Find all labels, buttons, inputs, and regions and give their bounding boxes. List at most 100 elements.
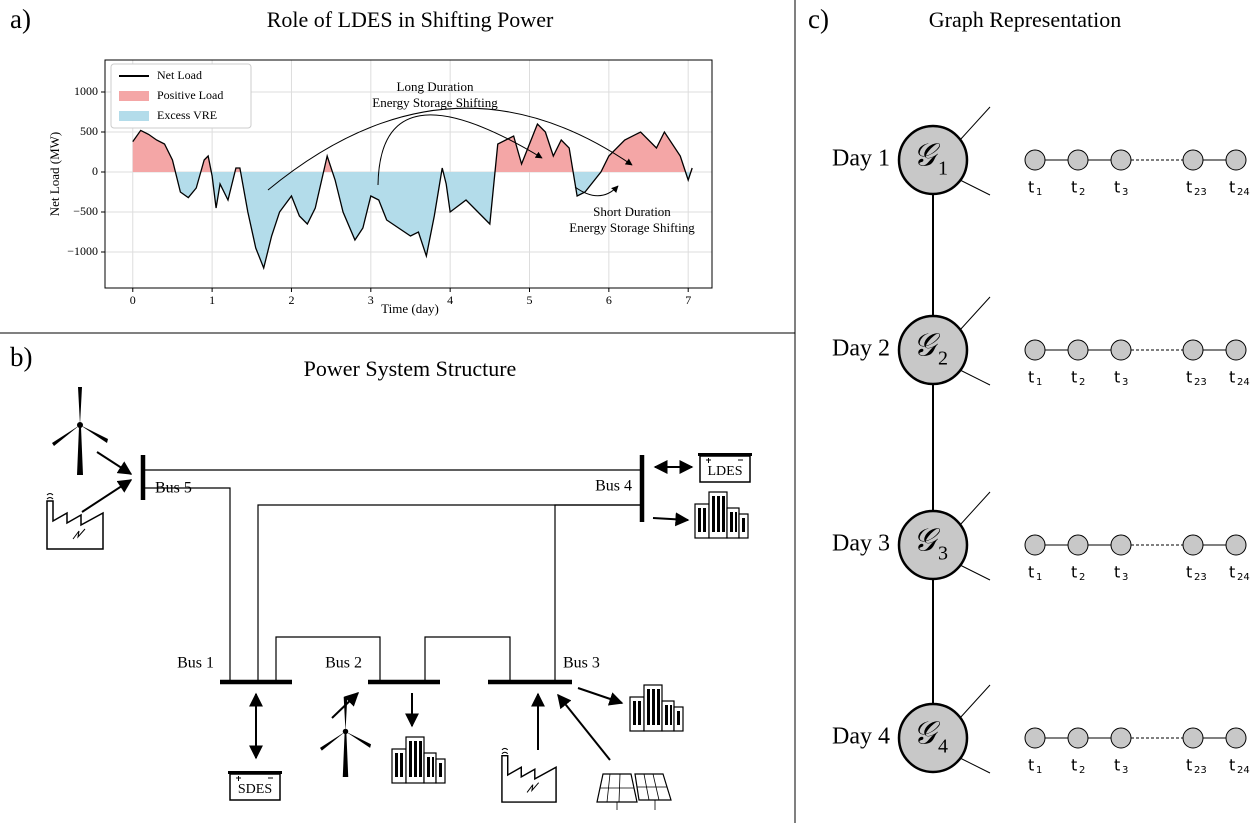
time-node [1024, 339, 1046, 361]
network [143, 469, 642, 682]
graph-sub: 1 [938, 158, 948, 180]
time-label: t [1028, 368, 1034, 387]
time-label: t [1028, 756, 1034, 775]
time-sub: 2 [1079, 765, 1085, 776]
time-label: t [1114, 178, 1120, 197]
x-tick-label: 2 [288, 293, 294, 307]
day-label: Day 1 [832, 146, 890, 172]
annotation-arrows [267, 107, 633, 197]
time-node [1110, 149, 1132, 171]
time-sub: 1 [1036, 572, 1042, 583]
time-node [1024, 534, 1046, 556]
time-node [1225, 727, 1247, 749]
y-tick-label: 500 [80, 124, 98, 138]
y-tick-label: 0 [92, 164, 98, 178]
edge [959, 684, 991, 719]
edge [959, 369, 991, 386]
time-label: t [1229, 368, 1235, 387]
annotation: Long Duration [397, 79, 474, 94]
x-tick-label: 6 [606, 293, 612, 307]
edge [959, 106, 991, 141]
time-node [1182, 339, 1204, 361]
bus-label: Bus 2 [325, 655, 362, 672]
time-label: t [1186, 756, 1192, 775]
time-label: t [1114, 756, 1120, 775]
x-tick-label: 7 [685, 293, 691, 307]
time-node [1225, 534, 1247, 556]
time-node [1225, 339, 1247, 361]
plot-frame [104, 59, 713, 289]
panel-label: c) [808, 4, 829, 34]
time-node [1067, 339, 1089, 361]
panel-label: b) [10, 342, 33, 372]
arrow [267, 107, 633, 191]
time-node [1182, 534, 1204, 556]
x-tick-label: 0 [130, 293, 136, 307]
x-tick-label: 1 [209, 293, 215, 307]
edge [959, 491, 991, 526]
area-fill [132, 124, 693, 172]
annotation: Short Duration [593, 204, 671, 219]
time-node [1067, 534, 1089, 556]
time-sub: 23 [1194, 187, 1207, 198]
time-sub: 3 [1122, 765, 1128, 776]
day-label: Day 2 [832, 336, 890, 362]
time-sub: 2 [1079, 377, 1085, 388]
x-axis-label: Time (day) [381, 301, 439, 316]
time-label: t [1186, 368, 1192, 387]
time-label: t [1229, 178, 1235, 197]
diagram-title: Graph Representation [929, 7, 1121, 32]
time-label: t [1028, 563, 1034, 582]
graph-sub: 4 [938, 736, 948, 758]
edge [959, 296, 991, 331]
bus-label: Bus 3 [563, 655, 600, 672]
time-label: t [1229, 756, 1235, 775]
y-tick-label: −1000 [67, 244, 98, 258]
time-node [1182, 149, 1204, 171]
time-node [1024, 149, 1046, 171]
buses [140, 455, 645, 685]
time-label: t [1229, 563, 1235, 582]
line [132, 122, 693, 271]
day-node [897, 702, 969, 774]
arrow [574, 185, 619, 197]
bus-label: Bus 5 [155, 480, 192, 497]
legend-label: Positive Load [157, 88, 223, 102]
edge [959, 564, 991, 581]
time-sub: 24 [1237, 765, 1250, 776]
flow-arrows [81, 451, 694, 761]
x-tick-label: 5 [527, 293, 533, 307]
time-label: t [1071, 368, 1077, 387]
time-sub: 3 [1122, 377, 1128, 388]
y-tick-label: 1000 [74, 84, 98, 98]
icons [46, 387, 752, 811]
time-sub: 1 [1036, 765, 1042, 776]
legend-patch [119, 111, 149, 121]
time-node [1067, 727, 1089, 749]
annotation: Energy Storage Shifting [569, 220, 695, 235]
time-sub: 23 [1194, 765, 1207, 776]
time-sub: 23 [1194, 377, 1207, 388]
area-fill [132, 172, 693, 268]
time-sub: 23 [1194, 572, 1207, 583]
legend-label: Excess VRE [157, 108, 217, 122]
chart-title: Role of LDES in Shifting Power [267, 7, 554, 32]
time-node [1024, 727, 1046, 749]
time-node [1067, 149, 1089, 171]
time-node [1182, 727, 1204, 749]
day-node [897, 314, 969, 386]
time-sub: 2 [1079, 572, 1085, 583]
storage-label: SDES [238, 782, 272, 797]
time-sub: 3 [1122, 572, 1128, 583]
edge [959, 179, 991, 196]
edge [959, 757, 991, 774]
time-node [1110, 534, 1132, 556]
arrow [377, 114, 543, 186]
day-label: Day 3 [832, 531, 890, 557]
storage-label: LDES [708, 464, 743, 479]
time-node [1110, 339, 1132, 361]
diagram-title: Power System Structure [304, 356, 517, 381]
time-node [1225, 149, 1247, 171]
time-label: t [1071, 178, 1077, 197]
